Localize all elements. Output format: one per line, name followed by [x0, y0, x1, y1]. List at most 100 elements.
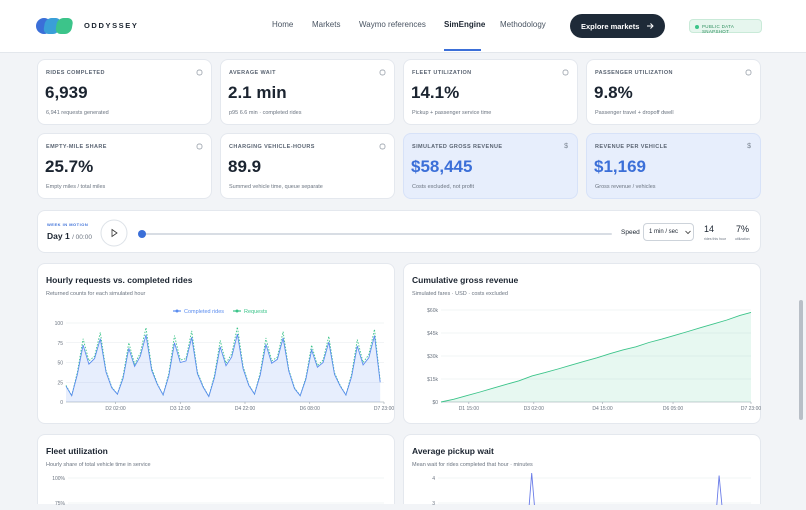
metric-value: $1,169: [594, 157, 646, 176]
nav-link[interactable]: Home: [272, 20, 294, 29]
speed-label: Speed: [621, 229, 640, 236]
chart-title: Cumulative gross revenue: [412, 275, 519, 285]
metric-card: CHARGING VEHICLE-HOURS 89.9 Summed vehicle…: [220, 133, 395, 199]
chart: Hourly requests vs. completed rides Retur…: [46, 275, 395, 412]
speed-value: 1 min / sec: [649, 229, 679, 235]
metric-card: EMPTY-MILE SHARE 25.7% Empty miles / total…: [37, 133, 212, 199]
chart: Average pickup wait Mean wait for rides c…: [412, 446, 751, 510]
x-tick-label: D1 15:00: [459, 406, 480, 412]
nav-link-active[interactable]: SimEngine: [444, 20, 486, 29]
player: WEEK IN MOTION Day 1 / 00:00 Speed 1 min…: [37, 210, 761, 253]
x-tick-label: D7 23:00: [741, 406, 762, 412]
chart-subtitle: Mean wait for rides completed that hour …: [412, 462, 533, 468]
y-tick-label: 3: [432, 501, 435, 505]
metric-value: 9.8%: [594, 83, 633, 102]
rides-value: 14: [704, 224, 715, 234]
metric-sub: 6,941 requests generated: [46, 110, 109, 116]
y-tick-label: $60k: [427, 308, 438, 314]
metric-card: FLEET UTILIZATION 14.1% Pickup + passenger…: [403, 59, 578, 125]
cta-button[interactable]: Explore markets: [570, 14, 665, 38]
icon-shape: [196, 143, 203, 150]
metric-sub: Costs excluded, not profit: [412, 184, 475, 190]
metric-card: AVERAGE WAIT 2.1 min p95 6.6 min · complet…: [220, 59, 395, 125]
legend-label: Requests: [244, 309, 267, 315]
nav-link[interactable]: Methodology: [500, 20, 546, 29]
y-tick-label: 50: [57, 361, 63, 367]
day-label: Day 1: [47, 231, 70, 241]
badge-dot: [695, 25, 699, 29]
chart-title: Fleet utilization: [46, 446, 108, 456]
metric-label: REVENUE PER VEHICLE: [595, 144, 668, 150]
metric-sub: Summed vehicle time, queue separate: [229, 184, 323, 190]
util-value: 7%: [736, 224, 750, 234]
badge-text: PUBLIC DATA SNAPSHOT: [702, 24, 734, 34]
metric-icon: [379, 143, 386, 150]
legend-dot: [175, 309, 179, 313]
slider-thumb[interactable]: [138, 230, 146, 238]
metric-label: FLEET UTILIZATION: [412, 70, 472, 76]
chart-card: Average pickup wait Mean wait for rides c…: [403, 434, 761, 510]
cta-label: Explore markets: [581, 22, 640, 31]
metric-value: 14.1%: [411, 83, 460, 102]
play-button[interactable]: [100, 219, 128, 247]
logo: [36, 18, 73, 34]
metric-icon: [196, 69, 203, 76]
metric-card: RIDES COMPLETED 6,939 6,941 requests gener…: [37, 59, 212, 125]
chevron: [685, 230, 691, 235]
badge: PUBLIC DATA SNAPSHOT: [689, 19, 762, 34]
metric-value: $58,445: [411, 157, 473, 176]
metric-value: 89.9: [228, 157, 262, 176]
y-tick-label: 100: [55, 321, 64, 327]
time: / 00:00: [72, 234, 92, 241]
series-line: [528, 472, 723, 510]
chart-card: Hourly requests vs. completed rides Retur…: [37, 263, 395, 424]
metric-icon: [379, 69, 386, 76]
x-tick-label: D4 15:00: [592, 406, 613, 412]
rides-label: rides this hour: [704, 237, 726, 241]
nav-link[interactable]: Markets: [312, 20, 341, 29]
metric-label: SIMULATED GROSS REVENUE: [412, 144, 503, 150]
nav-underline: [444, 49, 481, 51]
metric-sub: Gross revenue / vehicles: [595, 184, 656, 190]
series-line: [440, 311, 752, 403]
x-tick-label: D7 23:00: [374, 406, 395, 412]
speed-select[interactable]: 1 min / sec: [643, 223, 694, 241]
y-tick-label: 75: [57, 341, 63, 347]
chart-card: Fleet utilization Hourly share of total v…: [37, 434, 395, 507]
chart-title: Average pickup wait: [412, 446, 494, 456]
y-tick-label: $0: [432, 400, 438, 406]
metric-label: EMPTY-MILE SHARE: [46, 144, 107, 150]
x-tick-label: D6 08:00: [300, 406, 321, 412]
metric-value: 25.7%: [45, 157, 94, 176]
y-tick-label: 0: [60, 400, 63, 406]
util-label: utilization: [735, 237, 750, 241]
metric-label: PASSENGER UTILIZATION: [595, 70, 673, 76]
metric-card: SIMULATED GROSS REVENUE $58,445 Costs excl…: [403, 133, 578, 199]
scrollbar[interactable]: [799, 300, 803, 420]
eyebrow: WEEK IN MOTION: [47, 222, 89, 227]
metric-value: 6,939: [45, 83, 88, 102]
metric-icon: [562, 69, 569, 76]
metric-sub: Empty miles / total miles: [46, 184, 106, 190]
icon-shape: [745, 69, 752, 76]
series-line: [65, 333, 381, 398]
y-tick-label: 4: [432, 476, 435, 482]
x-tick-label: D3 02:00: [524, 406, 545, 412]
metric-label: AVERAGE WAIT: [229, 70, 276, 76]
legend-dot: [235, 309, 239, 313]
chart: Cumulative gross revenue Simulated fares …: [412, 275, 762, 412]
slider-track[interactable]: [142, 233, 612, 235]
chart-title: Hourly requests vs. completed rides: [46, 275, 193, 285]
nav-link[interactable]: Waymo references: [359, 20, 426, 29]
area-fill: [66, 334, 381, 402]
y-tick-label: 25: [57, 380, 63, 386]
day: Day 1 / 00:00: [47, 231, 92, 241]
metric-icon: [196, 143, 203, 150]
chart-card: Cumulative gross revenue Simulated fares …: [403, 263, 761, 424]
chart: Fleet utilization Hourly share of total v…: [46, 446, 384, 507]
metric-card: PASSENGER UTILIZATION 9.8% Passenger trave…: [586, 59, 761, 125]
y-tick-label: $30k: [427, 354, 438, 360]
chart-subtitle: Returned counts for each simulated hour: [46, 291, 146, 297]
x-tick-label: D6 05:00: [663, 406, 684, 412]
